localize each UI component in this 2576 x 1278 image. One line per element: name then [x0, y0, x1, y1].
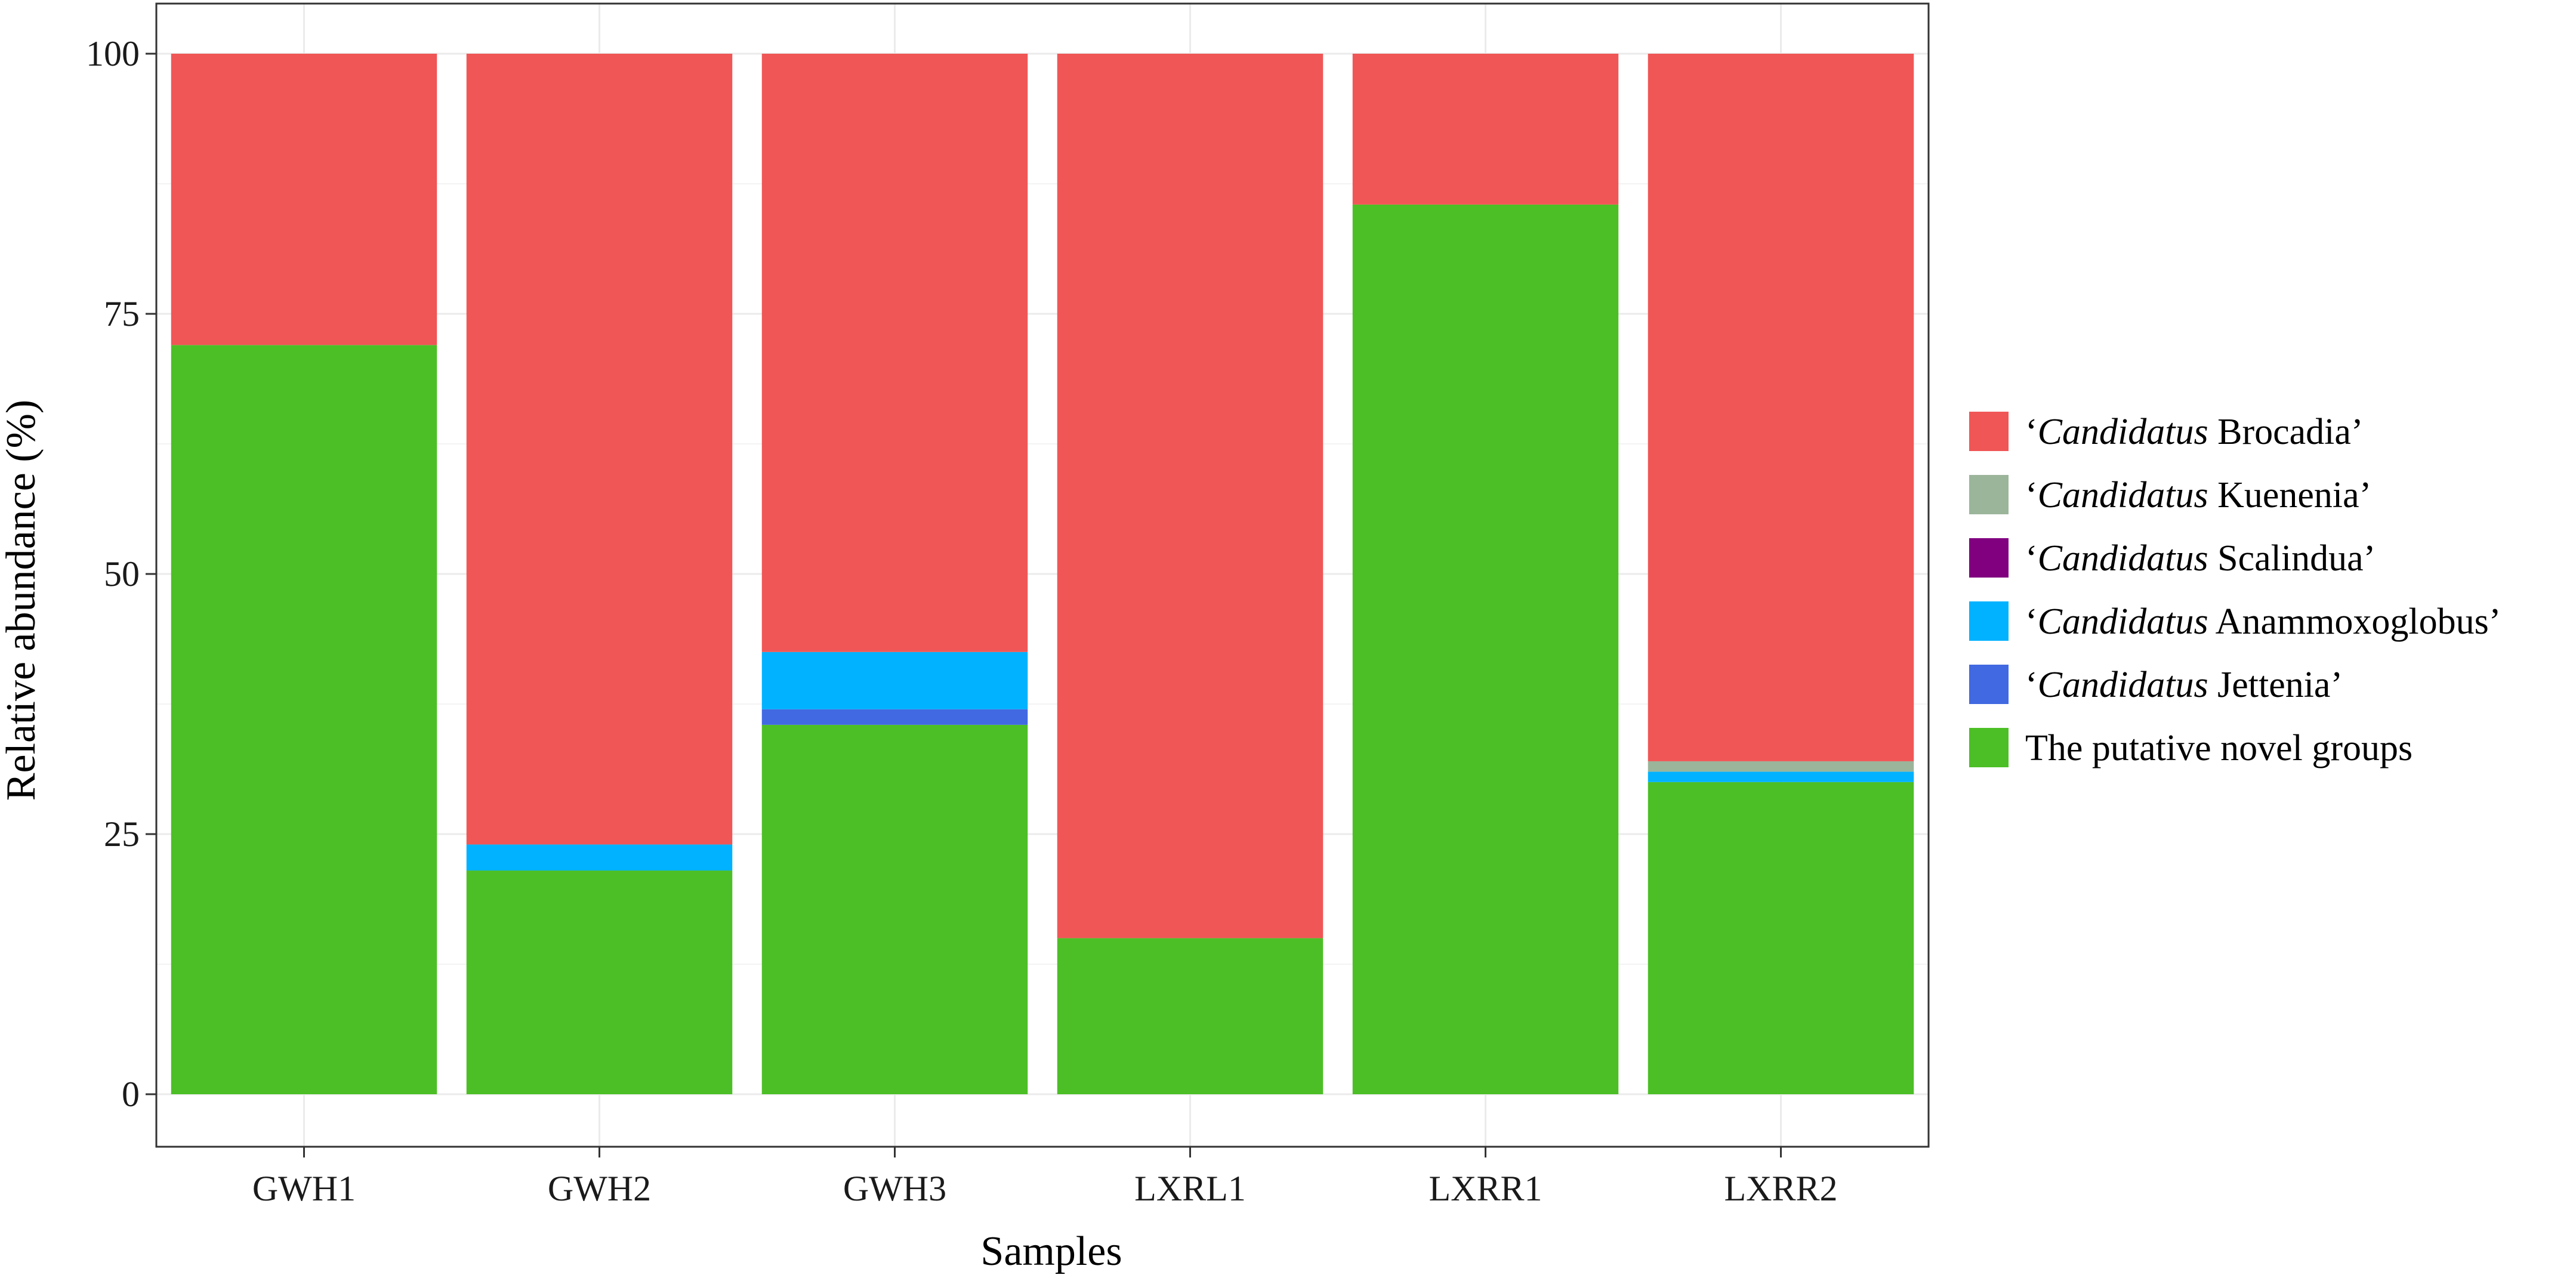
- bar-segment: [761, 724, 1028, 1094]
- legend-item: The putative novel groups: [1969, 728, 2413, 768]
- bar-segment: [761, 709, 1028, 725]
- bar-segment: [761, 652, 1028, 709]
- legend-key: [1969, 412, 2009, 451]
- legend-label-genus: Candidatus: [2038, 665, 2208, 705]
- legend-label-quote: ‘: [2025, 601, 2038, 642]
- panel-background: [156, 4, 1929, 1147]
- legend-key: [1969, 538, 2009, 578]
- bar-segment: [1352, 204, 1619, 1094]
- bar-segment: [1057, 54, 1324, 939]
- legend-label-name: The putative novel groups: [2025, 728, 2413, 768]
- x-tick-label: GWH3: [843, 1169, 946, 1208]
- y-tick-label: 50: [104, 554, 140, 594]
- bar-segment: [466, 54, 733, 845]
- legend-label-quote: ‘: [2025, 412, 2038, 452]
- legend-label-name: Jettenia’: [2208, 665, 2343, 705]
- bar-segment: [1352, 54, 1619, 205]
- legend-label-name: Anammoxoglobus’: [2208, 601, 2501, 642]
- legend-label: ‘Candidatus Kuenenia’: [2025, 475, 2371, 515]
- legend-label-name: Brocadia’: [2208, 412, 2364, 452]
- y-tick-label: 25: [104, 814, 140, 854]
- bar-segment: [171, 54, 437, 345]
- legend-item: ‘Candidatus Brocadia’: [1969, 412, 2364, 452]
- legend-label-genus: Candidatus: [2038, 475, 2208, 515]
- panel-border: [155, 2, 1930, 1148]
- plot-panel: [155, 2, 1930, 1148]
- bar-segment: [1648, 771, 1914, 782]
- x-tick-label: LXRL1: [1134, 1169, 1246, 1208]
- legend-label: ‘Candidatus Scalindua’: [2025, 538, 2376, 579]
- y-axis: 0 25 50 75 100: [86, 34, 156, 1114]
- legend: ‘Candidatus Brocadia’‘Candidatus Kueneni…: [1969, 412, 2501, 768]
- legend-label-quote: ‘: [2025, 475, 2038, 515]
- y-tick-label: 75: [104, 294, 140, 334]
- x-tick-label: LXRR2: [1724, 1169, 1837, 1208]
- bar-segment: [171, 345, 437, 1094]
- legend-label: The putative novel groups: [2025, 728, 2413, 768]
- legend-label: ‘Candidatus Jettenia’: [2025, 665, 2343, 705]
- bar-segment: [1648, 761, 1914, 772]
- legend-label-genus: Candidatus: [2038, 538, 2208, 579]
- x-tick-label: GWH1: [252, 1169, 356, 1208]
- legend-item: ‘Candidatus Kuenenia’: [1969, 475, 2371, 515]
- legend-label-quote: ‘: [2025, 665, 2038, 705]
- bar-segment: [1057, 938, 1324, 1094]
- legend-key: [1969, 728, 2009, 767]
- x-axis: GWH1 GWH2 GWH3 LXRL1 LXRR1 LXRR2: [252, 1147, 1838, 1208]
- y-tick-label: 100: [86, 34, 140, 73]
- legend-item: ‘Candidatus Scalindua’: [1969, 538, 2376, 579]
- x-axis-title: Samples: [980, 1228, 1122, 1274]
- legend-item: ‘Candidatus Anammoxoglobus’: [1969, 601, 2501, 642]
- y-axis-title: Relative abundance (%): [0, 400, 44, 801]
- legend-key: [1969, 601, 2009, 641]
- y-tick-label: 0: [122, 1075, 140, 1114]
- legend-key: [1969, 665, 2009, 704]
- legend-label-genus: Candidatus: [2038, 601, 2208, 642]
- x-tick-label: GWH2: [548, 1169, 651, 1208]
- bar-segment: [1648, 782, 1914, 1094]
- bars: [171, 54, 1914, 1094]
- bar-segment: [1648, 54, 1914, 761]
- legend-key: [1969, 475, 2009, 514]
- legend-label-genus: Candidatus: [2038, 412, 2208, 452]
- legend-label: ‘Candidatus Anammoxoglobus’: [2025, 601, 2501, 642]
- legend-label-name: Kuenenia’: [2208, 475, 2372, 515]
- legend-label-quote: ‘: [2025, 538, 2038, 579]
- bar-segment: [466, 844, 733, 871]
- bar-segment: [466, 870, 733, 1094]
- x-tick-label: LXRR1: [1429, 1169, 1542, 1208]
- bar-segment: [761, 54, 1028, 652]
- legend-label-name: Scalindua’: [2208, 538, 2376, 579]
- legend-label: ‘Candidatus Brocadia’: [2025, 412, 2364, 452]
- legend-item: ‘Candidatus Jettenia’: [1969, 665, 2343, 705]
